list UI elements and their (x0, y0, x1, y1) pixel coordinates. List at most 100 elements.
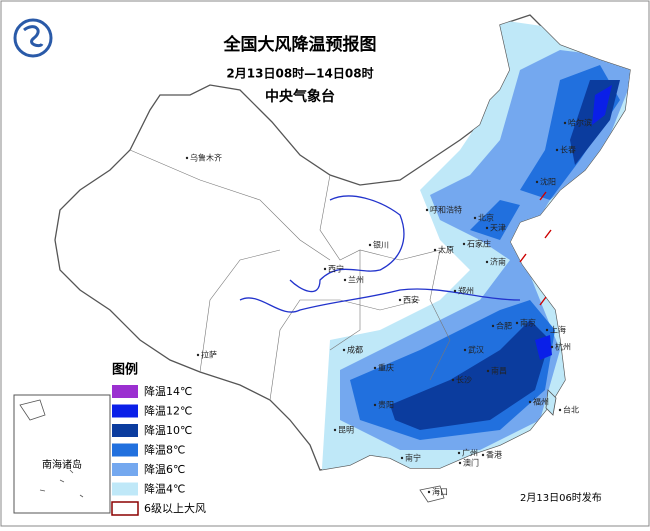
title: 全国大风降温预报图 (223, 34, 377, 55)
city-dot (535, 180, 539, 184)
city-dot (458, 461, 462, 465)
city-dot (462, 242, 466, 246)
city-dot (323, 267, 327, 271)
legend-label: 降温4℃ (144, 482, 185, 496)
city-label: 福州 (533, 398, 549, 407)
city-label: 南京 (520, 318, 536, 328)
subtitle: 2月13日08时—14日08时 (226, 66, 373, 81)
city-label: 贵阳 (378, 400, 394, 410)
inset-label: 南海诸岛 (42, 458, 82, 471)
legend-label: 降温10℃ (144, 423, 192, 437)
city-label: 北京 (478, 213, 494, 223)
city-label: 台北 (563, 405, 579, 415)
city-label: 天津 (490, 223, 506, 233)
area-8 (350, 65, 620, 440)
city-label: 郑州 (458, 286, 474, 296)
legend-label: 降温6℃ (144, 462, 185, 476)
legend-swatch (111, 501, 139, 516)
city-label: 兰州 (348, 275, 364, 285)
wind-marks (519, 191, 552, 306)
city-label: 长春 (560, 145, 576, 155)
province-borders (129, 149, 451, 401)
legend-swatch (112, 482, 138, 496)
inset-frame (13, 394, 111, 514)
legend-label: 6级以上大风 (144, 501, 206, 515)
legend-label: 降温14℃ (144, 384, 192, 398)
legend-label: 降温12℃ (144, 404, 192, 418)
city-dot (558, 408, 562, 412)
city-dot (491, 324, 495, 328)
legend: 降温14℃ 降温12℃ 降温10℃ 降温8℃ 降温6℃ 降温4℃ 6级以上大风 (111, 384, 206, 516)
city-label: 石家庄 (467, 239, 491, 249)
area-12 (535, 85, 612, 360)
city-label: 西安 (403, 295, 419, 305)
city-label: 澳门 (463, 458, 479, 468)
city-dot (185, 156, 189, 160)
city-dot (453, 289, 457, 293)
city-label: 太原 (438, 245, 454, 255)
city-dot (398, 298, 402, 302)
city-dot (373, 366, 377, 370)
city-label: 呼和浩特 (430, 205, 462, 215)
city-dot (373, 403, 377, 407)
city-dot (485, 260, 489, 264)
city-label: 乌鲁木齐 (190, 153, 222, 163)
city-dot (433, 248, 437, 252)
city-dot (555, 148, 559, 152)
city-label: 香港 (486, 450, 502, 460)
city-label: 广州 (462, 448, 478, 458)
city-label: 济南 (490, 257, 506, 267)
city-label: 昆明 (338, 426, 354, 435)
city-dot (515, 321, 519, 325)
city-label: 合肥 (496, 321, 512, 331)
city-dot (481, 453, 485, 457)
city-label: 拉萨 (201, 350, 217, 360)
city-dot (342, 348, 346, 352)
city-dot (457, 451, 461, 455)
city-dot (196, 353, 200, 357)
footer: 2月13日06时发布 (520, 491, 602, 504)
city-label: 西宁 (328, 264, 344, 274)
city-label: 重庆 (378, 363, 394, 373)
city-label: 银川 (373, 240, 389, 250)
legend-swatch (112, 463, 138, 476)
city-dot (485, 226, 489, 230)
city-dot (528, 400, 532, 404)
hainan (419, 485, 445, 503)
city-label: 南昌 (491, 366, 507, 376)
city-dot (400, 456, 404, 460)
city-dot (368, 243, 372, 247)
city-dot (463, 348, 467, 352)
inset: 南海诸岛 (13, 394, 111, 514)
legend-swatch (112, 385, 138, 398)
city-label: 海口 (432, 487, 448, 497)
legend-label: 降温8℃ (144, 443, 185, 457)
logo (13, 18, 53, 58)
city-dot (550, 345, 554, 349)
legend-swatch (112, 424, 138, 437)
china-map (54, 14, 631, 503)
city-label: 上海 (550, 325, 566, 335)
city-label: 沈阳 (540, 177, 556, 187)
issuer: 中央气象台 (265, 88, 335, 105)
city-dot (343, 278, 347, 282)
legend-swatch (112, 443, 138, 457)
taiwan (545, 389, 557, 416)
city-label: 哈尔滨 (568, 118, 592, 128)
city-dot (425, 208, 429, 212)
city-dot (427, 490, 431, 494)
city-label: 武汉 (468, 345, 484, 355)
city-dot (333, 428, 337, 432)
cooling-areas (320, 20, 630, 470)
rivers (239, 195, 521, 313)
city-label: 杭州 (555, 342, 571, 352)
city-label: 长沙 (456, 375, 472, 385)
legend-swatch (112, 404, 138, 418)
legend-title: 图例 (112, 362, 138, 378)
city-dot (473, 216, 477, 220)
inset-shapes (19, 399, 84, 498)
city-label: 成都 (347, 345, 363, 355)
city-dot (451, 378, 455, 382)
